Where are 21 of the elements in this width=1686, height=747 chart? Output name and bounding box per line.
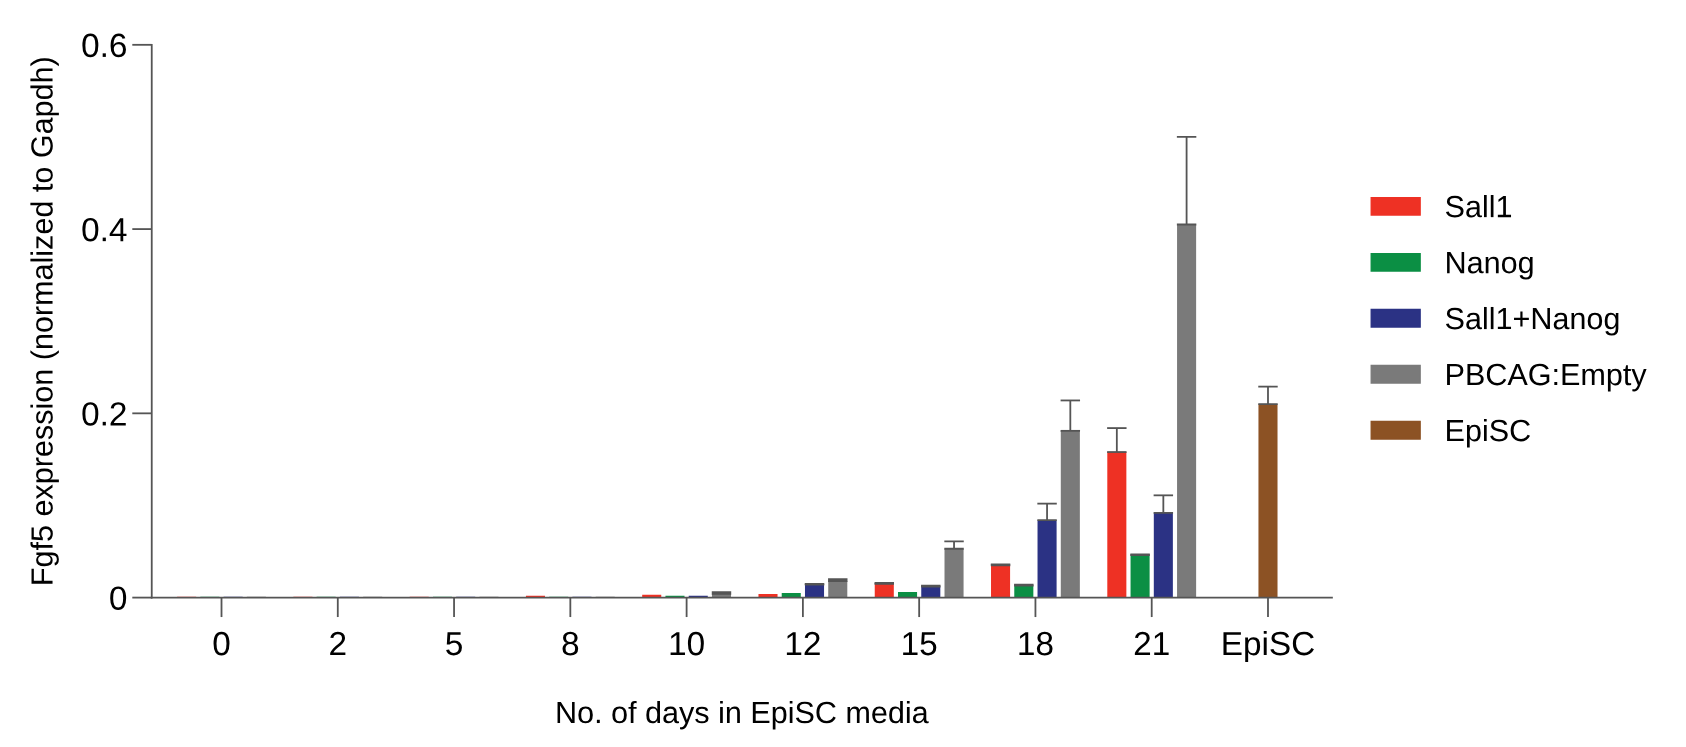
x-tick-label: 10 [670,631,704,656]
y-tick-label: 0.6 [82,33,126,58]
legend-label: Sall1 [1445,195,1512,218]
y-tick-label: 0.4 [82,217,127,242]
legend-label: EpiSC [1447,418,1531,448]
legend-label: PBCAG:Empty [1447,363,1647,392]
x-tick-label: 0 [213,631,230,656]
y-axis-title: Fgf5 expression (normalized to Gapdh) [30,58,59,584]
x-tick-label: 5 [446,632,462,656]
legend-label: Sall1+Nanog [1445,306,1619,336]
x-tick-label: EpiSC [1223,630,1314,663]
legend-label: Nanog [1447,252,1533,280]
x-axis-title: No. of days in EpiSC media [557,700,929,730]
x-tick-label: 18 [1019,631,1053,656]
x-tick-label: 12 [786,631,820,656]
x-tick-label: 2 [330,631,346,656]
y-tick-label: 0.2 [82,402,126,426]
x-tick-label: 21 [1134,631,1169,656]
y-tick-label: 0 [110,586,127,611]
x-tick-label: 8 [562,631,579,656]
x-tick-label: 15 [903,632,937,656]
